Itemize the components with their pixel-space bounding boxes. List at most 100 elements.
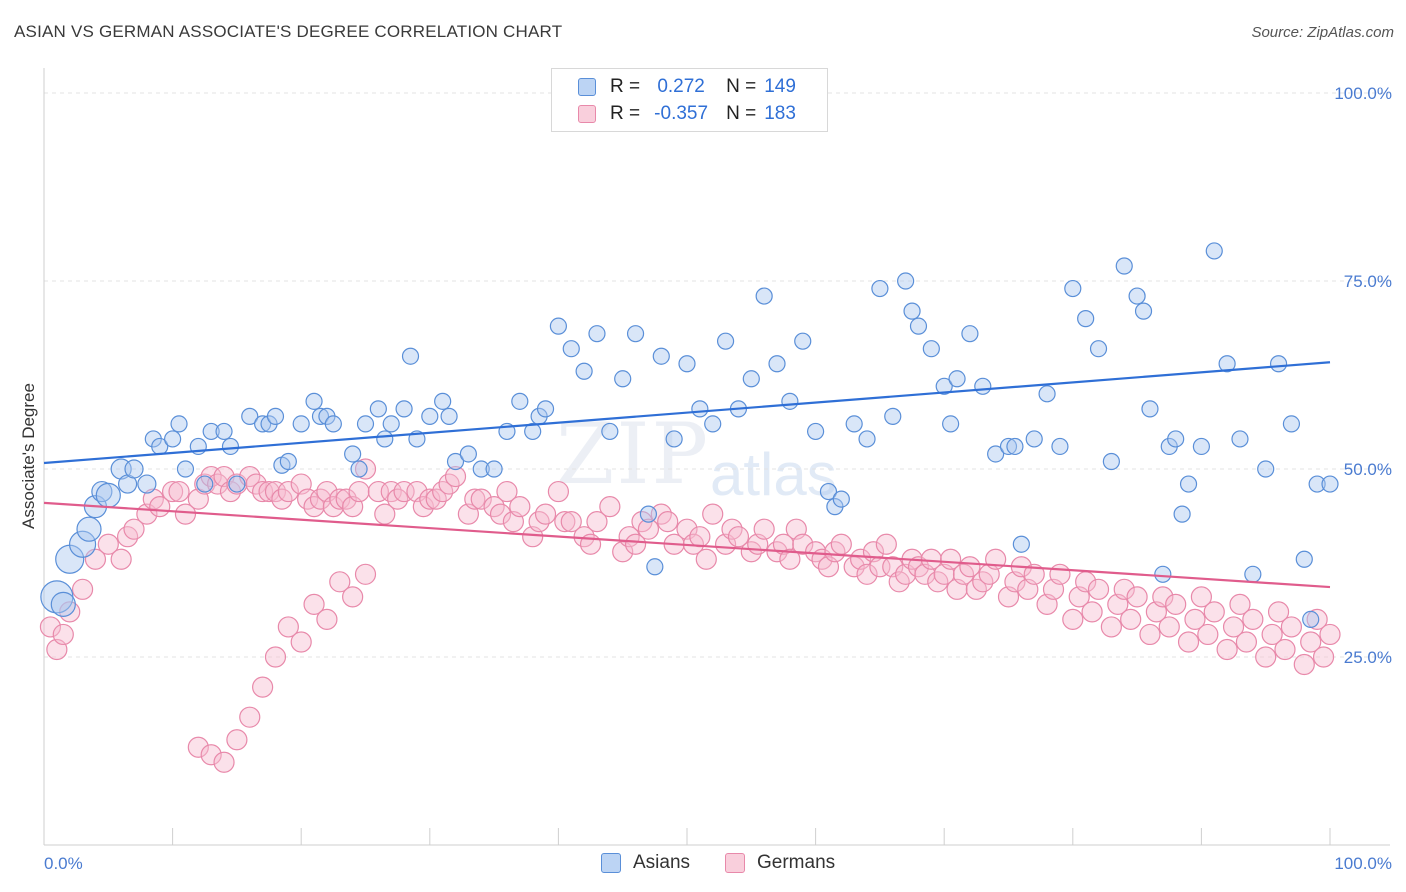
german-point bbox=[123, 518, 145, 540]
germans-label: Germans bbox=[757, 852, 836, 873]
german-point bbox=[695, 548, 717, 570]
bottom-legend-germans[interactable]: Germans bbox=[725, 852, 835, 874]
german-point bbox=[110, 548, 132, 570]
asian-point bbox=[176, 460, 195, 478]
asian-point bbox=[639, 505, 658, 523]
asian-point bbox=[266, 407, 285, 425]
german-point bbox=[534, 503, 557, 525]
asian-point bbox=[395, 400, 413, 418]
asian-point bbox=[164, 430, 182, 448]
german-point bbox=[547, 480, 570, 503]
asian-point bbox=[1012, 535, 1030, 553]
german-point bbox=[856, 563, 878, 585]
asian-point bbox=[1173, 505, 1191, 523]
german-point bbox=[348, 480, 370, 503]
legend-r-value: -0.357 bbox=[654, 103, 709, 124]
german-point bbox=[637, 518, 660, 540]
y-tick-label: 25.0% bbox=[1344, 648, 1392, 667]
german-point bbox=[1280, 616, 1303, 638]
german-point bbox=[290, 631, 312, 653]
asian-point bbox=[1089, 340, 1108, 358]
german-point bbox=[1062, 608, 1084, 631]
german-point bbox=[1203, 601, 1225, 623]
asian-point bbox=[311, 407, 330, 425]
asian-point bbox=[691, 400, 709, 418]
asian-point bbox=[987, 445, 1005, 463]
asian-point bbox=[1231, 430, 1249, 448]
german-point bbox=[277, 480, 299, 503]
asian-point bbox=[806, 422, 825, 441]
german-point bbox=[554, 511, 576, 533]
german-point bbox=[1158, 616, 1180, 638]
asian-point bbox=[536, 400, 555, 418]
legend-box: R = 0.272 N = 149 R = -0.357 N = 183 bbox=[551, 68, 828, 132]
german-point bbox=[624, 533, 647, 555]
asian-point bbox=[884, 407, 902, 425]
german-point bbox=[342, 586, 364, 608]
legend-row-germans: R = -0.357 N = 183 bbox=[552, 101, 796, 127]
bottom-legend-asians[interactable]: Asians bbox=[601, 852, 690, 874]
german-point bbox=[264, 646, 287, 668]
asian-point bbox=[704, 415, 722, 433]
german-point bbox=[316, 608, 338, 631]
asian-point bbox=[1295, 550, 1313, 568]
asian-point bbox=[324, 415, 342, 433]
asian-point bbox=[562, 340, 580, 358]
german-point bbox=[162, 480, 184, 503]
asian-point bbox=[646, 558, 664, 576]
german-point bbox=[1100, 616, 1122, 638]
german-point bbox=[657, 511, 679, 533]
asian-point bbox=[1218, 355, 1236, 373]
asian-point bbox=[942, 415, 960, 433]
asian-point bbox=[221, 437, 240, 456]
asian-point bbox=[215, 422, 233, 441]
german-point bbox=[1235, 631, 1258, 653]
german-point bbox=[1139, 623, 1161, 646]
german-point bbox=[367, 480, 389, 503]
asian-point bbox=[819, 482, 838, 501]
german-point bbox=[329, 571, 351, 593]
german-point bbox=[239, 706, 261, 728]
asian-point bbox=[1192, 437, 1211, 456]
asian-point bbox=[376, 430, 394, 448]
asian-point bbox=[369, 400, 387, 418]
asian-point bbox=[999, 437, 1018, 456]
asian-point bbox=[95, 482, 121, 508]
german-point bbox=[226, 729, 248, 751]
asian-point bbox=[588, 325, 606, 343]
german-point bbox=[586, 511, 608, 533]
asian-point bbox=[434, 392, 452, 410]
asian-point bbox=[832, 490, 850, 508]
german-point bbox=[1177, 631, 1200, 653]
german-point bbox=[1274, 638, 1296, 661]
asian-point bbox=[1038, 385, 1056, 403]
legend-n-value: 183 bbox=[764, 103, 796, 124]
asian-point bbox=[549, 317, 568, 335]
asian-point bbox=[421, 407, 439, 425]
german-point bbox=[753, 518, 775, 540]
german-point bbox=[470, 488, 492, 510]
asian-point bbox=[755, 287, 773, 305]
german-point bbox=[875, 533, 897, 555]
grid-lines bbox=[44, 92, 1390, 658]
german-point bbox=[1255, 646, 1277, 668]
asian-point bbox=[202, 422, 220, 441]
asian-point bbox=[440, 407, 458, 425]
german-point bbox=[959, 556, 981, 578]
asian-point bbox=[170, 415, 188, 433]
axes bbox=[43, 68, 1390, 846]
asian-point bbox=[356, 415, 375, 433]
german-point bbox=[727, 526, 750, 548]
german-point bbox=[168, 480, 190, 503]
german-point bbox=[779, 548, 801, 570]
trend-lines bbox=[43, 361, 1331, 589]
asian-point bbox=[50, 591, 76, 617]
legend-n-label: N = bbox=[726, 76, 757, 97]
asian-point bbox=[1257, 460, 1275, 478]
asian-point bbox=[511, 392, 529, 410]
source-label: Source: ZipAtlas.com bbox=[1251, 24, 1394, 41]
y-tick-label: 100.0% bbox=[1334, 84, 1392, 103]
asian-point bbox=[871, 279, 889, 298]
asian-point bbox=[1102, 452, 1120, 471]
legend-row-asians: R = 0.272 N = 149 bbox=[552, 74, 796, 100]
